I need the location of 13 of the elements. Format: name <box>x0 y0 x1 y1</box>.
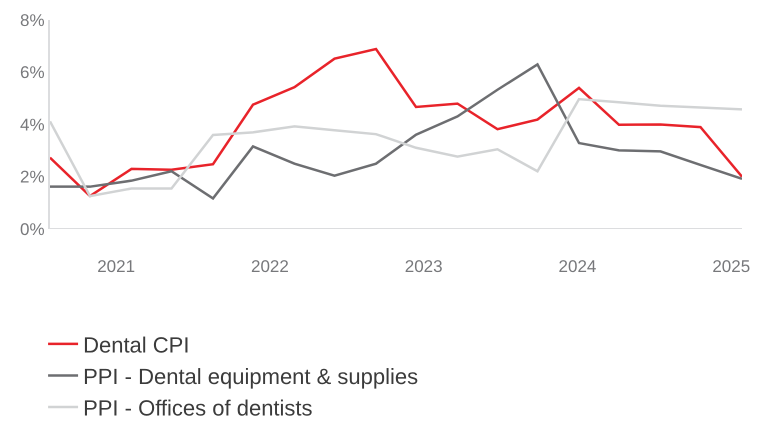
legend-label: Dental CPI <box>83 332 190 358</box>
legend-label: PPI - Offices of dentists <box>83 396 313 421</box>
x-tick-label: 2023 <box>404 257 443 276</box>
x-tick-label: 2024 <box>558 257 596 276</box>
y-tick-label: 2% <box>20 168 45 187</box>
y-tick-label: 6% <box>20 63 45 82</box>
x-tick-label: 2021 <box>97 257 136 276</box>
x-tick-label: 2022 <box>250 257 289 276</box>
y-tick-label: 4% <box>20 115 45 134</box>
x-tick-label: 2025 <box>712 257 750 276</box>
y-tick-label: 8% <box>20 10 45 30</box>
legend-label: PPI - Dental equipment & supplies <box>83 364 418 390</box>
y-tick-label: 0% <box>20 220 45 239</box>
